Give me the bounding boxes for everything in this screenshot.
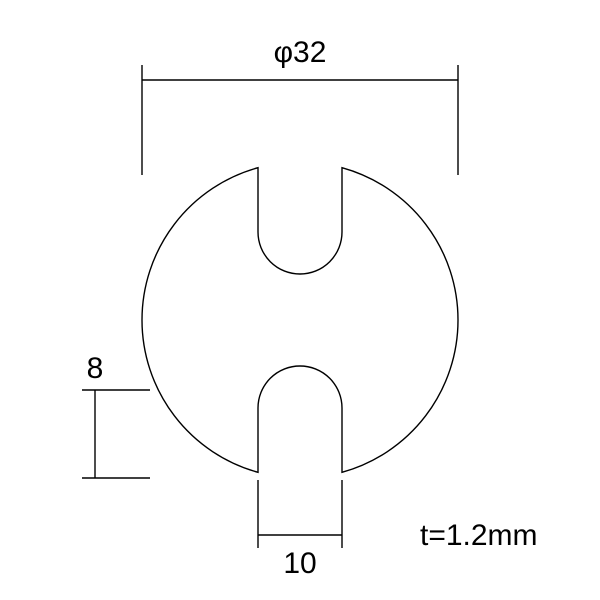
label-thickness: t=1.2mm [420, 519, 538, 552]
label-slot-width: 10 [283, 547, 316, 580]
dimension-slot-width [258, 480, 342, 548]
label-slot-height: 8 [87, 352, 104, 385]
dimension-diameter [142, 65, 458, 175]
technical-drawing: φ32 8 10 t=1.2mm [0, 0, 600, 600]
label-diameter: φ32 [274, 36, 327, 69]
dimension-slot-height [82, 390, 150, 478]
part-outline [142, 168, 458, 473]
